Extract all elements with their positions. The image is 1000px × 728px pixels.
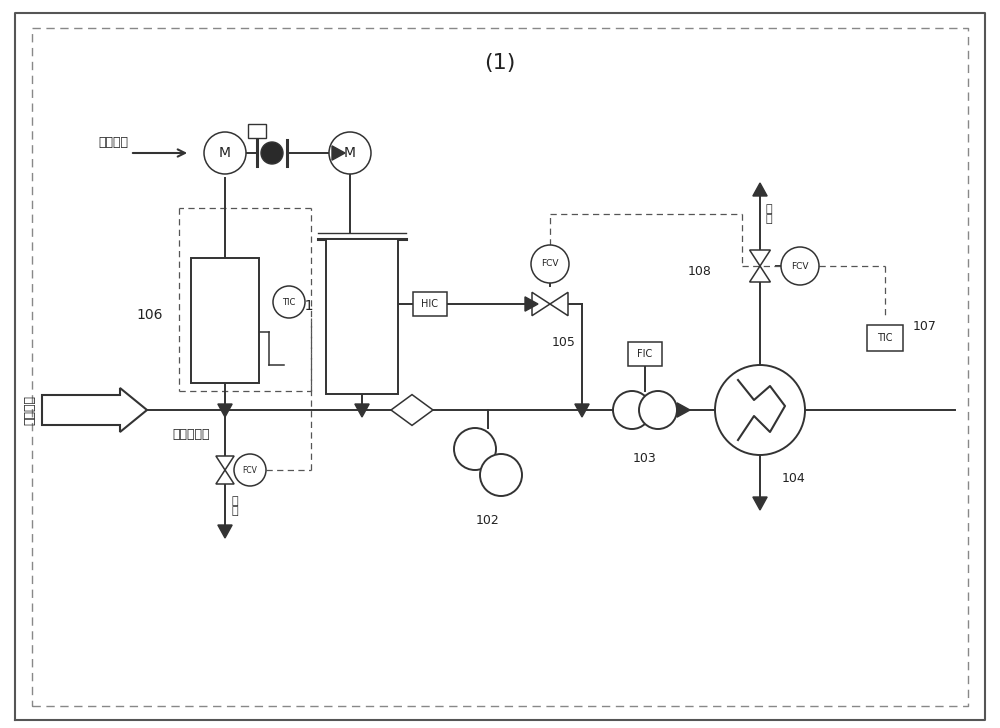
Polygon shape bbox=[355, 404, 369, 417]
Polygon shape bbox=[753, 497, 767, 510]
Polygon shape bbox=[575, 404, 589, 417]
Text: 104: 104 bbox=[782, 472, 806, 485]
Text: (1): (1) bbox=[484, 53, 516, 73]
Polygon shape bbox=[218, 404, 232, 417]
Text: 原料油进料: 原料油进料 bbox=[172, 428, 210, 441]
Bar bbox=[413, 292, 447, 316]
Circle shape bbox=[234, 454, 266, 486]
Text: M: M bbox=[344, 146, 356, 160]
Polygon shape bbox=[750, 266, 770, 282]
Circle shape bbox=[480, 454, 522, 496]
Text: M: M bbox=[219, 146, 231, 160]
Text: TIC: TIC bbox=[282, 298, 296, 306]
Polygon shape bbox=[391, 395, 433, 425]
Text: FIC: FIC bbox=[637, 349, 653, 359]
FancyArrow shape bbox=[42, 388, 147, 432]
Text: FCV: FCV bbox=[791, 261, 809, 271]
Text: FCV: FCV bbox=[243, 465, 257, 475]
Text: FCV: FCV bbox=[541, 259, 559, 269]
Text: TIC: TIC bbox=[877, 333, 893, 343]
Polygon shape bbox=[550, 293, 568, 316]
Text: 废矿物油: 废矿物油 bbox=[23, 395, 36, 425]
Polygon shape bbox=[216, 456, 234, 470]
Circle shape bbox=[204, 132, 246, 174]
Circle shape bbox=[273, 286, 305, 318]
Circle shape bbox=[261, 142, 283, 164]
Bar bbox=[628, 342, 662, 366]
Text: 105: 105 bbox=[552, 336, 576, 349]
Circle shape bbox=[639, 391, 677, 429]
Bar bbox=[248, 124, 266, 138]
Text: 101: 101 bbox=[288, 299, 314, 313]
Bar bbox=[326, 239, 398, 394]
Text: 102: 102 bbox=[476, 514, 500, 527]
Text: 排
污: 排 污 bbox=[231, 496, 238, 515]
Text: 去污油罐: 去污油罐 bbox=[98, 136, 128, 149]
Polygon shape bbox=[332, 146, 345, 160]
Polygon shape bbox=[677, 403, 690, 417]
Circle shape bbox=[329, 132, 371, 174]
Bar bbox=[867, 325, 903, 351]
Circle shape bbox=[715, 365, 805, 455]
Polygon shape bbox=[753, 183, 767, 196]
Text: 106: 106 bbox=[136, 308, 162, 322]
Text: 107: 107 bbox=[913, 320, 937, 333]
Polygon shape bbox=[216, 470, 234, 484]
Polygon shape bbox=[525, 297, 538, 311]
Circle shape bbox=[781, 247, 819, 285]
Text: 108: 108 bbox=[688, 264, 712, 277]
Polygon shape bbox=[218, 525, 232, 538]
Text: 103: 103 bbox=[633, 452, 657, 465]
Circle shape bbox=[454, 428, 496, 470]
Bar bbox=[191, 258, 259, 382]
Circle shape bbox=[531, 245, 569, 283]
Text: 加
热: 加 热 bbox=[766, 205, 773, 223]
Polygon shape bbox=[750, 250, 770, 266]
Circle shape bbox=[613, 391, 651, 429]
Text: HIC: HIC bbox=[422, 299, 438, 309]
Polygon shape bbox=[532, 293, 550, 316]
